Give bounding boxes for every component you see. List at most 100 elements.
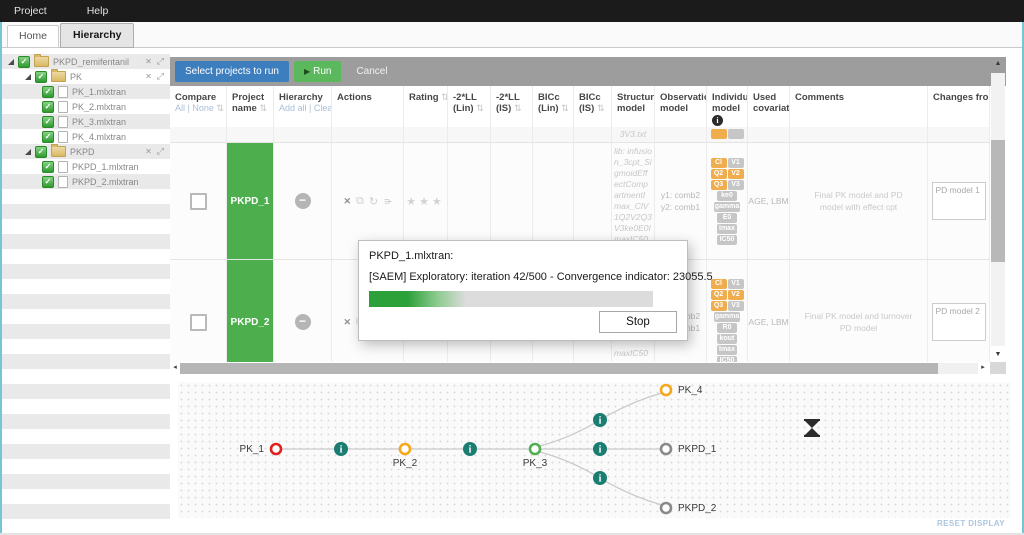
changes-from-parent-input[interactable]: PD model 2: [931, 303, 986, 341]
sidebar-item[interactable]: ✓ PKPD ✕ ⤢: [2, 144, 170, 159]
column-header-observation[interactable]: Observationmodel: [655, 86, 707, 127]
compare-checkbox[interactable]: [189, 192, 207, 210]
param-badge[interactable]: IC50: [717, 355, 737, 362]
menu-help[interactable]: Help: [86, 5, 109, 17]
graph-node-PKPD_1[interactable]: [659, 442, 673, 456]
tree-checkbox[interactable]: ✓: [35, 145, 47, 158]
branch-icon[interactable]: ⋔: [381, 196, 393, 206]
stop-button[interactable]: Stop: [599, 311, 677, 333]
param-badge[interactable]: Cl: [710, 157, 727, 168]
tree-item-label[interactable]: PK: [70, 71, 83, 82]
hierarchy-collapse-button[interactable]: −: [294, 193, 311, 209]
sort-icon[interactable]: ⇅: [561, 103, 569, 113]
graph-node-PK_3[interactable]: [528, 442, 542, 456]
tab-home[interactable]: Home: [7, 25, 60, 48]
close-icon[interactable]: ✕: [145, 72, 152, 81]
tree-caret-icon[interactable]: [25, 148, 31, 155]
vertical-scrollbar[interactable]: ▲ ▼: [990, 57, 1006, 362]
column-header-actions[interactable]: Actions: [332, 86, 404, 127]
sidebar-item[interactable]: ✓ PKPD_2.mlxtran: [2, 174, 170, 189]
changes-from-parent-input[interactable]: PD model 1: [931, 182, 986, 220]
param-badge[interactable]: gamma: [713, 201, 741, 212]
tree-checkbox[interactable]: ✓: [42, 100, 54, 113]
vertical-scroll-thumb[interactable]: [991, 140, 1005, 262]
graph-node-PKPD_2[interactable]: [659, 501, 673, 515]
scroll-left-arrow[interactable]: ◂: [173, 364, 177, 371]
param-badge[interactable]: Imax: [717, 223, 737, 234]
tree-item-label[interactable]: PKPD: [70, 146, 95, 157]
param-badge[interactable]: Q2: [710, 168, 727, 179]
delete-icon[interactable]: ✕: [343, 195, 352, 206]
column-header--2-ll[interactable]: -2*LL (Lin) ⇅: [448, 86, 491, 127]
param-badge[interactable]: V2: [727, 168, 744, 179]
sort-icon[interactable]: ⇅: [441, 92, 448, 102]
sidebar-item[interactable]: ✓ PK_1.mlxtran: [2, 84, 170, 99]
sidebar-item[interactable]: ✓ PK_2.mlxtran: [2, 99, 170, 114]
param-badge[interactable]: V1: [727, 157, 744, 168]
project-name-cell[interactable]: PKPD_2: [227, 260, 274, 362]
param-badge[interactable]: Cl: [710, 278, 727, 289]
tree-item-label[interactable]: PK_3.mlxtran: [72, 116, 127, 127]
param-badge[interactable]: V3: [727, 300, 744, 311]
sidebar-item[interactable]: ✓ PK ✕ ⤢: [2, 69, 170, 84]
sort-icon[interactable]: ⇅: [476, 103, 484, 113]
info-icon[interactable]: i: [593, 413, 607, 427]
tree-checkbox[interactable]: ✓: [18, 55, 30, 68]
param-badge[interactable]: IC50: [717, 234, 737, 245]
tree-checkbox[interactable]: ✓: [42, 130, 54, 143]
sidebar-item[interactable]: ✓ PK_3.mlxtran: [2, 114, 170, 129]
expand-icon[interactable]: ⤢: [156, 146, 164, 156]
sidebar-item[interactable]: ✓ PK_4.mlxtran: [2, 129, 170, 144]
sort-icon[interactable]: ⇅: [596, 103, 605, 113]
param-badge[interactable]: ke0: [717, 190, 737, 201]
sort-icon[interactable]: ⇅: [513, 103, 522, 113]
menu-project[interactable]: Project: [14, 5, 47, 17]
cancel-button[interactable]: Cancel: [356, 66, 388, 77]
param-badge[interactable]: gamma: [713, 311, 741, 322]
param-badge[interactable]: Q3: [710, 300, 727, 311]
tree-checkbox[interactable]: ✓: [42, 85, 54, 98]
horizontal-scrollbar[interactable]: ◂ ▸: [170, 362, 1006, 374]
info-icon[interactable]: i: [463, 442, 477, 456]
refresh-icon[interactable]: ↻: [368, 195, 379, 208]
info-icon[interactable]: i: [593, 471, 607, 485]
tree-checkbox[interactable]: ✓: [42, 175, 54, 188]
scroll-down-arrow[interactable]: ▼: [994, 351, 1002, 358]
param-badge[interactable]: V3: [727, 179, 744, 190]
sidebar-item[interactable]: ✓ PKPD_1.mlxtran: [2, 159, 170, 174]
tree-checkbox[interactable]: ✓: [35, 70, 47, 83]
column-header-bicc[interactable]: BICc (IS) ⇅: [574, 86, 612, 127]
graph-node-PK_4[interactable]: [659, 383, 673, 397]
column-header-used[interactable]: Usedcovariates: [748, 86, 790, 127]
tree-item-label[interactable]: PKPD_remifentanil: [53, 56, 130, 67]
expand-icon[interactable]: ⤢: [156, 56, 164, 66]
param-badge[interactable]: V2: [727, 289, 744, 300]
column-header-individual[interactable]: Individualmodeli: [707, 86, 748, 127]
tree-item-label[interactable]: PKPD_2.mlxtran: [72, 176, 139, 187]
param-badge[interactable]: kout: [717, 333, 737, 344]
graph-canvas[interactable]: i i i i i PK_1 PK_2 PK_3 PK_4 PKPD_1 PKPD_2: [178, 382, 1011, 518]
param-badge[interactable]: V1: [727, 278, 744, 289]
info-icon[interactable]: i: [334, 442, 348, 456]
column-header-comments[interactable]: Comments: [790, 86, 928, 127]
graph-node-PK_2[interactable]: [398, 442, 412, 456]
column-header-project[interactable]: Project name ⇅: [227, 86, 274, 127]
param-badge[interactable]: Q3: [710, 179, 727, 190]
project-name-cell[interactable]: PKPD_1: [227, 143, 274, 259]
header-links[interactable]: All | None ⇅: [175, 103, 224, 113]
column-header-hierarchy[interactable]: Hierarchy Add all | Clean: [274, 86, 332, 127]
rating-stars[interactable]: ★★★: [406, 195, 445, 208]
sort-icon[interactable]: ⇅: [259, 103, 268, 113]
column-header-compare[interactable]: Compare All | None ⇅: [170, 86, 227, 127]
select-projects-button[interactable]: Select projects to run: [175, 61, 289, 82]
tree-item-label[interactable]: PK_2.mlxtran: [72, 101, 127, 112]
param-badge[interactable]: R0: [717, 322, 737, 333]
column-header-changes-from-parent[interactable]: Changes from parent: [928, 86, 990, 127]
tree-item-label[interactable]: PKPD_1.mlxtran: [72, 161, 139, 172]
tree-item-label[interactable]: PK_1.mlxtran: [72, 86, 127, 97]
expand-icon[interactable]: ⤢: [156, 71, 164, 81]
tree-item-label[interactable]: PK_4.mlxtran: [72, 131, 127, 142]
close-icon[interactable]: ✕: [145, 57, 152, 66]
param-badge[interactable]: Q2: [710, 289, 727, 300]
tab-hierarchy[interactable]: Hierarchy: [60, 23, 135, 48]
